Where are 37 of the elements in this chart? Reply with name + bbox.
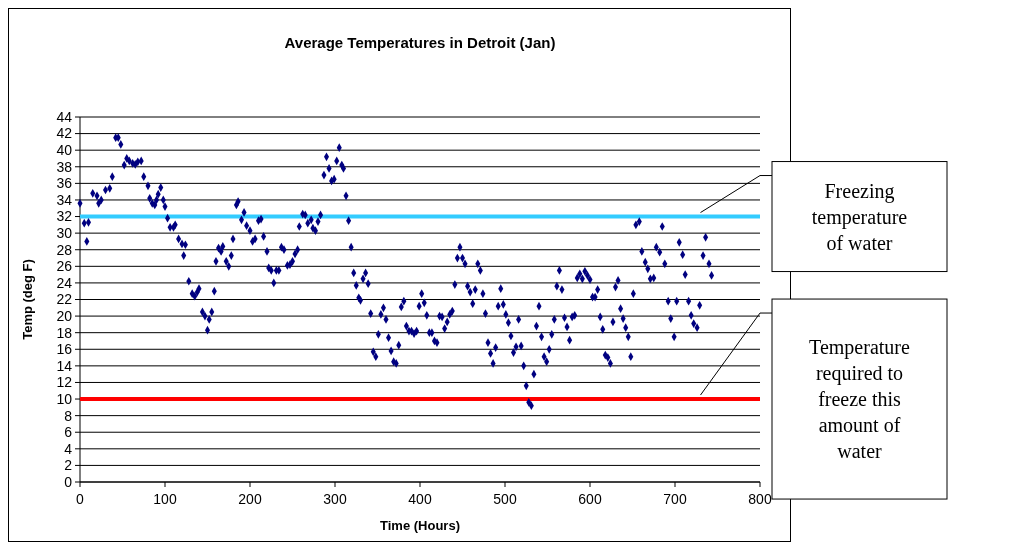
x-axis-title: Time (Hours) xyxy=(380,518,460,533)
y-axis-title: Temp (deg F) xyxy=(20,259,35,340)
x-tick-label: 200 xyxy=(238,491,262,507)
y-tick-label: 38 xyxy=(56,158,73,175)
y-tick-label: 10 xyxy=(56,390,73,407)
y-tick-label: 2 xyxy=(64,457,73,474)
y-tick-label: 40 xyxy=(56,142,73,159)
ref-line-label: Freezing temperature of water xyxy=(811,179,908,254)
x-tick-label: 600 xyxy=(578,491,602,507)
y-tick-label: 26 xyxy=(56,258,73,275)
y-tick-label: 18 xyxy=(56,324,73,341)
x-tick-label: 300 xyxy=(323,491,347,507)
y-tick-label: 24 xyxy=(56,274,73,291)
chart-title: Average Temperatures in Detroit (Jan) xyxy=(284,34,556,51)
x-tick-label: 400 xyxy=(408,491,432,507)
y-tick-label: 44 xyxy=(56,108,73,125)
y-tick-label: 22 xyxy=(56,291,73,308)
x-tick-label: 800 xyxy=(748,491,772,507)
y-tick-label: 4 xyxy=(64,440,73,457)
y-tick-label: 20 xyxy=(56,307,73,324)
y-tick-label: 0 xyxy=(64,473,73,490)
y-tick-label: 34 xyxy=(56,191,73,208)
x-tick-label: 0 xyxy=(76,491,85,507)
y-tick-label: 16 xyxy=(56,341,73,358)
x-tick-label: 700 xyxy=(663,491,687,507)
x-tick-label: 100 xyxy=(153,491,177,507)
x-tick-label: 500 xyxy=(493,491,517,507)
y-tick-label: 6 xyxy=(64,424,73,441)
y-tick-label: 30 xyxy=(56,225,73,242)
ref-line-label: Temperature required to freeze this amount of water xyxy=(809,336,910,463)
y-tick-label: 32 xyxy=(56,208,73,225)
y-tick-label: 14 xyxy=(56,357,73,374)
y-tick-label: 12 xyxy=(56,374,73,391)
y-tick-label: 42 xyxy=(56,125,73,142)
y-tick-label: 28 xyxy=(56,241,73,258)
y-tick-label: 8 xyxy=(64,407,73,424)
y-tick-label: 36 xyxy=(56,175,73,192)
